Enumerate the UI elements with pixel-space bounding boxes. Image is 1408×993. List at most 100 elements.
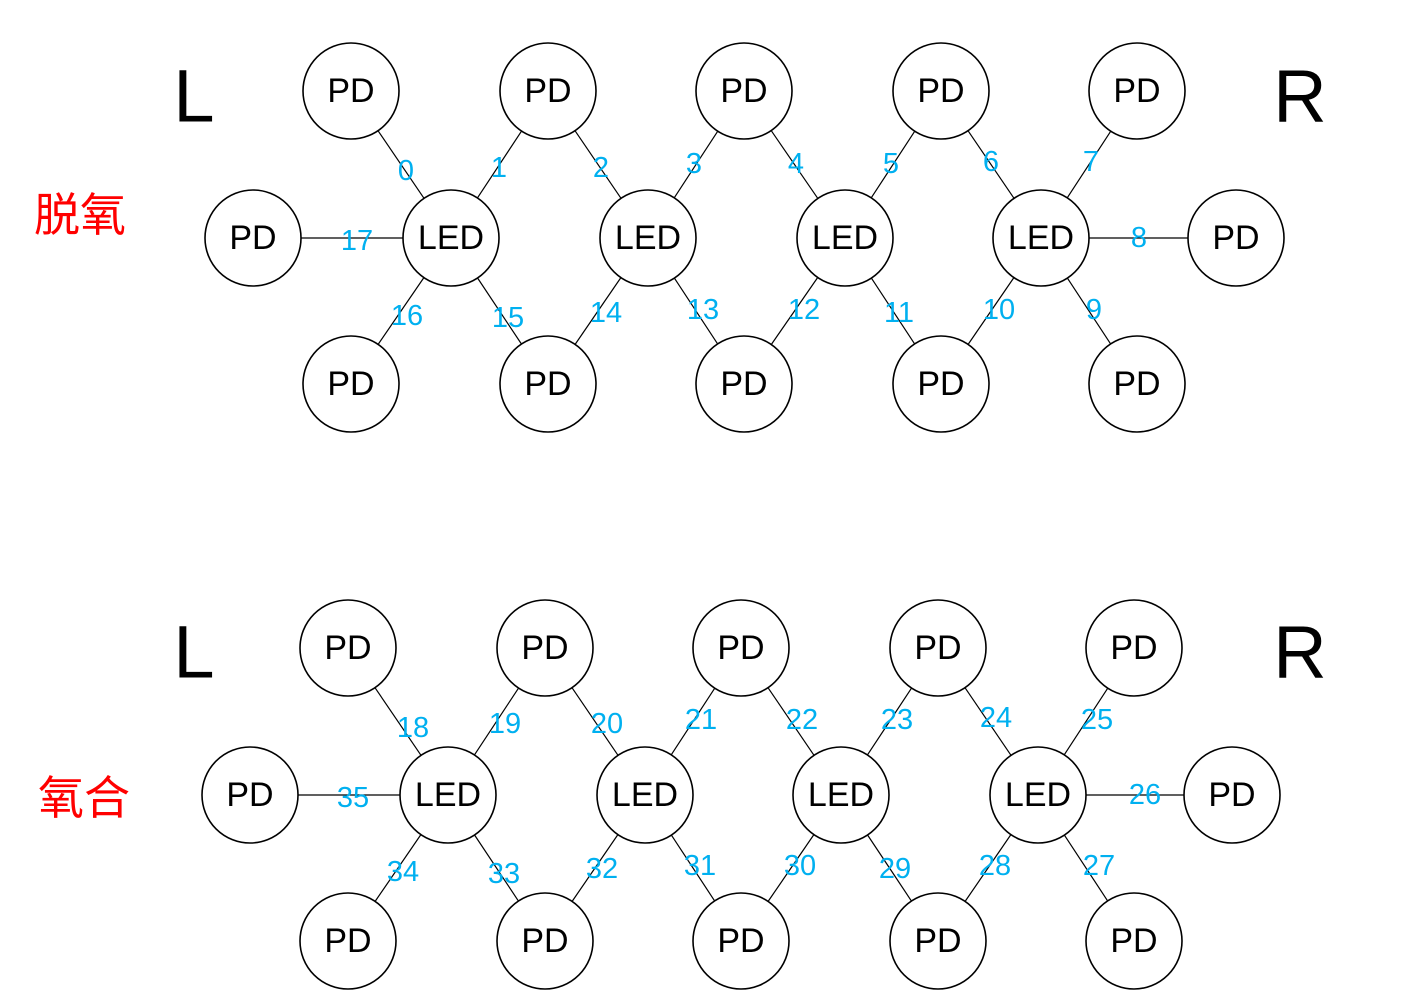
detector-label: PD <box>917 72 964 110</box>
detector-node: PD <box>302 335 400 433</box>
connection-line <box>574 130 622 199</box>
connection-line <box>571 687 619 756</box>
channel-label: 9 <box>1086 294 1102 326</box>
detector-node: PD <box>204 189 302 287</box>
channel-label: 34 <box>387 856 419 888</box>
detector-node: PD <box>1183 746 1281 844</box>
channel-label: 14 <box>590 297 622 329</box>
channel-label: 25 <box>1081 704 1113 736</box>
detector-label: PD <box>1110 629 1157 667</box>
detector-node: PD <box>299 599 397 697</box>
connection-line <box>377 277 425 345</box>
detector-circle <box>1088 335 1186 433</box>
detector-node: PD <box>299 892 397 990</box>
emitter-label: LED <box>1005 776 1071 814</box>
detector-node: PD <box>1088 42 1186 140</box>
channel-label: 30 <box>784 850 816 882</box>
connection-line <box>374 687 422 756</box>
connection-line <box>673 130 719 199</box>
detector-node: PD <box>302 42 400 140</box>
detector-node: PD <box>695 335 793 433</box>
connection-line <box>967 277 1015 345</box>
detector-label: PD <box>1113 365 1160 403</box>
detector-label: PD <box>914 922 961 960</box>
connection-line <box>673 277 719 345</box>
connection-line <box>476 130 523 199</box>
emitter-circle <box>599 189 697 287</box>
panel-2: 18 19 20 21 22 23 24 25 26 27 28 29 30 31 32 33 34 35 PD PD… <box>38 599 1327 990</box>
detector-circle <box>302 335 400 433</box>
detector-circle <box>889 599 987 697</box>
connection-line <box>770 277 819 345</box>
connection-line <box>670 834 716 902</box>
detector-label: PD <box>521 922 568 960</box>
channel-label: 24 <box>980 702 1012 734</box>
detector-label: PD <box>1110 922 1157 960</box>
emitter-label: LED <box>415 776 481 814</box>
detector-label: PD <box>327 365 374 403</box>
emitter-node: LED <box>402 189 500 287</box>
connection-line <box>870 277 916 345</box>
detector-circle <box>1187 189 1285 287</box>
channel-label: 12 <box>788 294 820 326</box>
detector-node: PD <box>892 42 990 140</box>
detector-circle <box>302 42 400 140</box>
channel-label: 3 <box>686 148 702 180</box>
channel-label: 2 <box>593 152 609 184</box>
detector-circle <box>1183 746 1281 844</box>
emitter-node: LED <box>796 189 894 287</box>
channel-label: 0 <box>398 155 414 187</box>
detector-label: PD <box>521 629 568 667</box>
detector-label: PD <box>720 365 767 403</box>
detector-label: PD <box>1212 219 1259 257</box>
panel-title: 氧合 <box>38 771 130 825</box>
channel-label: 17 <box>341 225 373 257</box>
detector-circle <box>695 335 793 433</box>
channel-label: 18 <box>397 712 429 744</box>
connection-line <box>870 130 916 199</box>
connection-line <box>474 834 519 902</box>
emitter-circle <box>596 746 694 844</box>
connection-line <box>1063 687 1109 756</box>
emitter-node: LED <box>596 746 694 844</box>
channel-label: 28 <box>979 850 1011 882</box>
connection-line <box>964 687 1012 756</box>
left-side-label: L <box>173 55 214 138</box>
channel-label: 5 <box>883 148 899 180</box>
connection-line <box>867 834 912 902</box>
detector-circle <box>692 892 790 990</box>
emitter-circle <box>399 746 497 844</box>
right-side-label: R <box>1273 611 1326 694</box>
right-side-label: R <box>1273 55 1326 138</box>
emitter-node: LED <box>989 746 1087 844</box>
connection-line <box>374 834 422 902</box>
channel-label: 31 <box>684 850 716 882</box>
detector-circle <box>201 746 299 844</box>
emitter-node: LED <box>992 189 1090 287</box>
detector-label: PD <box>324 629 371 667</box>
connection-line <box>1066 277 1112 345</box>
detector-node: PD <box>496 892 594 990</box>
detector-node: PD <box>1187 189 1285 287</box>
detector-label: PD <box>917 365 964 403</box>
detector-circle <box>496 599 594 697</box>
detector-node: PD <box>889 892 987 990</box>
detector-label: PD <box>226 776 273 814</box>
detector-circle <box>1085 599 1183 697</box>
connection-line <box>571 834 619 902</box>
emitter-circle <box>792 746 890 844</box>
detector-circle <box>889 892 987 990</box>
channel-label: 29 <box>879 853 911 885</box>
channel-label: 1 <box>491 152 507 184</box>
detector-circle <box>892 42 990 140</box>
channel-label: 20 <box>591 708 623 740</box>
detector-circle <box>892 335 990 433</box>
detector-circle <box>499 42 597 140</box>
emitter-label: LED <box>1008 219 1074 257</box>
channel-label: 32 <box>586 853 618 885</box>
emitter-node: LED <box>792 746 890 844</box>
channel-label: 13 <box>687 294 719 326</box>
detector-node: PD <box>692 892 790 990</box>
detector-circle <box>695 42 793 140</box>
